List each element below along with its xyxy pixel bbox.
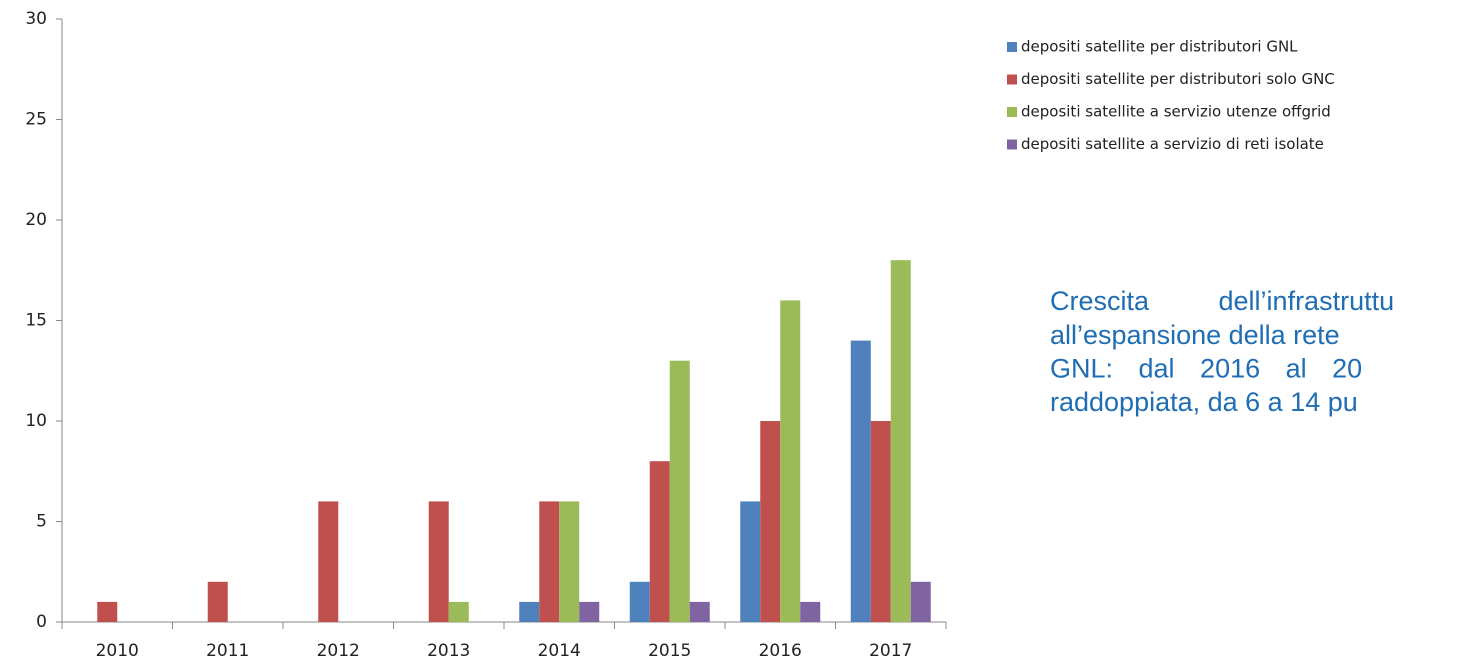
x-tick-label: 2010 <box>96 641 139 661</box>
annotation: Crescita dell’infrastruttu <box>1050 286 1394 316</box>
y-tick-label: 30 <box>25 9 47 29</box>
bar <box>910 581 931 622</box>
bar <box>318 501 339 622</box>
y-tick-label: 5 <box>36 512 47 532</box>
legend-label: depositi satellite a servizio utenze off… <box>1021 103 1331 121</box>
annotation: all’espansione della rete <box>1050 320 1340 350</box>
annotation: raddoppiata, da 6 a 14 pu <box>1050 387 1358 417</box>
x-tick-label: 2012 <box>317 641 360 661</box>
y-tick-label: 0 <box>36 612 47 632</box>
legend-swatch <box>1007 74 1017 85</box>
x-tick-label: 2016 <box>759 641 802 661</box>
bar <box>629 581 650 622</box>
bar <box>760 421 781 622</box>
x-tick-label: 2011 <box>206 641 249 661</box>
bar <box>870 421 891 622</box>
y-tick-label: 10 <box>25 411 47 431</box>
bar <box>740 501 761 622</box>
legend-swatch <box>1007 107 1017 117</box>
bar <box>689 601 710 622</box>
y-tick-label: 25 <box>25 110 47 130</box>
x-tick-label: 2015 <box>648 641 691 661</box>
bar <box>559 501 580 622</box>
bar <box>539 501 560 622</box>
x-tick-label: 2013 <box>427 641 470 661</box>
bar <box>207 581 228 622</box>
legend-label: depositi satellite per distributori GNL <box>1021 38 1298 56</box>
y-tick-label: 15 <box>25 311 47 331</box>
bar <box>890 260 911 622</box>
bar <box>669 360 690 622</box>
x-tick-label: 2014 <box>538 641 581 661</box>
x-tick-label: 2017 <box>869 641 912 661</box>
legend-label: depositi satellite a servizio di reti is… <box>1021 135 1324 153</box>
bar <box>448 601 469 622</box>
bar <box>97 601 118 622</box>
bar <box>428 501 449 622</box>
annotation: GNL: dal 2016 al 20 <box>1050 354 1362 384</box>
legend-swatch <box>1007 139 1017 150</box>
legend-swatch <box>1007 42 1017 52</box>
bar <box>780 300 801 622</box>
legend-label: depositi satellite per distributori solo… <box>1021 70 1335 88</box>
bar <box>579 601 600 622</box>
bar <box>649 461 670 622</box>
bar <box>850 340 871 622</box>
y-tick-label: 20 <box>25 210 47 230</box>
bar <box>519 601 540 622</box>
bar <box>800 601 821 622</box>
